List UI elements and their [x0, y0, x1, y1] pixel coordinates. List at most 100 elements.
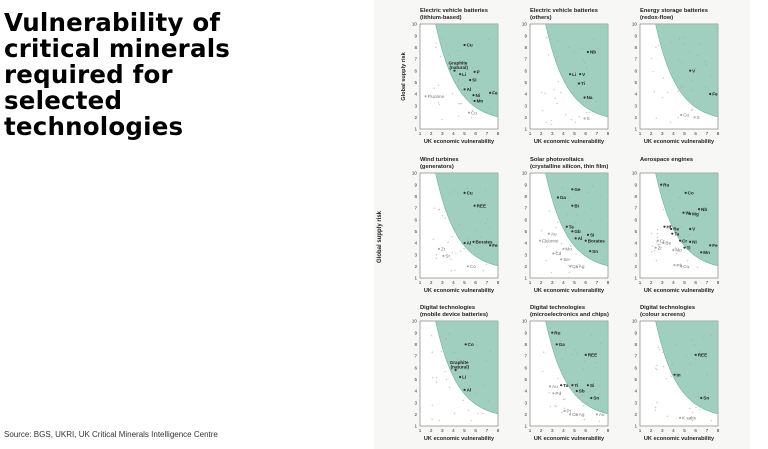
y-tick-label: 3 [634, 400, 637, 405]
x-tick-label: 2 [430, 131, 433, 136]
y-tick-label: 4 [414, 241, 417, 246]
mineral-point [689, 240, 692, 243]
x-tick-label: 6 [474, 131, 477, 136]
x-tick-label: 1 [419, 280, 422, 285]
x-tick-label: 8 [607, 428, 610, 433]
mineral-point [473, 99, 476, 103]
mineral-point [547, 232, 551, 235]
mineral-label: Ga [560, 195, 567, 200]
other-mineral-marker: + [544, 90, 547, 95]
y-tick-label: 9 [634, 182, 637, 187]
other-mineral-marker: + [683, 35, 686, 40]
other-mineral-marker: + [469, 384, 472, 389]
mineral-label: Te [569, 224, 574, 229]
other-mineral-marker: + [590, 353, 593, 358]
other-mineral-marker: + [655, 240, 658, 245]
y-tick-label: 7 [414, 206, 417, 211]
y-tick-label: 6 [634, 365, 637, 370]
other-mineral-marker: + [677, 115, 680, 120]
other-mineral-marker: + [446, 377, 449, 382]
mineral-point [459, 73, 462, 76]
other-mineral-marker: + [654, 404, 657, 409]
x-tick-label: 2 [650, 131, 653, 136]
other-mineral-marker: + [448, 331, 451, 336]
other-mineral-marker: + [651, 243, 654, 248]
other-mineral-marker: + [706, 62, 709, 67]
other-mineral-marker: + [568, 270, 571, 275]
x-tick-label: 3 [441, 131, 444, 136]
other-mineral-marker: + [692, 209, 695, 214]
other-mineral-marker: + [483, 382, 486, 387]
other-mineral-marker: + [457, 48, 460, 53]
y-tick-label: 3 [414, 400, 417, 405]
other-mineral-marker: + [706, 355, 709, 360]
mineral-label: Cu [467, 43, 473, 48]
other-mineral-marker: + [576, 83, 579, 88]
mineral-label: Li [462, 375, 466, 380]
mineral-point [562, 247, 565, 250]
mineral-point [459, 375, 462, 379]
other-mineral-marker: + [554, 96, 557, 101]
x-tick-label: 8 [717, 280, 720, 285]
criticality-curve [435, 172, 499, 267]
criticality-curve [655, 23, 719, 118]
mineral-label: Si [590, 383, 594, 388]
mineral-point [473, 70, 476, 73]
x-tick-label: 8 [497, 280, 500, 285]
other-mineral-marker: + [436, 379, 439, 384]
mineral-label: Hf [667, 224, 672, 229]
mineral-label: Ag [579, 412, 585, 417]
mineral-label: Co [468, 342, 474, 347]
other-mineral-marker: + [704, 58, 707, 63]
x-tick-label: 8 [497, 131, 500, 136]
chart-panel-1: Electric vehicle batteries(lithium-based… [401, 8, 500, 145]
panel-subtitle: (crystalline silicon, thin film) [530, 164, 608, 170]
chart-panel-6: Aerospace engines++++++++++++++++++++++ +… [632, 157, 720, 294]
y-tick-label: 7 [524, 206, 527, 211]
other-mineral-marker: + [555, 404, 558, 409]
other-mineral-marker: + [686, 258, 689, 263]
other-mineral-marker: + [432, 236, 435, 241]
mineral-label: Fe [492, 90, 498, 95]
other-mineral-marker: + [467, 408, 470, 413]
y-tick-label: 7 [414, 57, 417, 62]
mineral-label: Ru [554, 330, 560, 335]
critical-zone [655, 321, 718, 414]
other-mineral-marker: + [695, 404, 698, 409]
mineral-label: Bi [574, 203, 579, 208]
x-tick-label: 4 [562, 280, 565, 285]
mineral-label: Ti [581, 81, 585, 86]
x-tick-label: 8 [607, 280, 610, 285]
other-mineral-marker: + [655, 44, 658, 49]
y-tick-label: 2 [524, 412, 527, 417]
other-mineral-marker: + [453, 411, 456, 416]
other-mineral-marker: + [574, 221, 577, 226]
mineral-point [673, 373, 676, 376]
other-mineral-marker: + [599, 340, 602, 345]
y-tick-label: 8 [414, 45, 417, 50]
panel-subtitle: (generators) [420, 164, 454, 170]
other-mineral-marker: + [478, 209, 481, 214]
other-mineral-marker: + [583, 60, 586, 65]
other-mineral-marker: + [679, 372, 682, 377]
other-mineral-marker: + [470, 418, 473, 423]
x-tick-label: 4 [562, 428, 565, 433]
panel-title: Aerospace engines [640, 157, 693, 163]
other-mineral-marker: + [548, 208, 551, 213]
mineral-label: Li [572, 72, 576, 77]
mineral-point [548, 385, 552, 388]
other-mineral-marker: + [657, 43, 660, 48]
mineral-point [552, 252, 555, 255]
x-tick-label: 4 [672, 428, 675, 433]
mineral-label: Ta [563, 383, 568, 388]
other-mineral-marker: + [689, 361, 692, 366]
y-tick-label: 7 [524, 57, 527, 62]
mineral-label: Graphite [450, 360, 469, 365]
other-mineral-marker: + [657, 242, 660, 247]
other-mineral-marker: + [563, 190, 566, 195]
y-tick-label: 8 [634, 342, 637, 347]
other-mineral-marker: + [456, 73, 459, 78]
mineral-label: Au [599, 412, 605, 417]
other-mineral-marker: + [485, 221, 488, 226]
y-tick-label: 7 [634, 57, 637, 62]
